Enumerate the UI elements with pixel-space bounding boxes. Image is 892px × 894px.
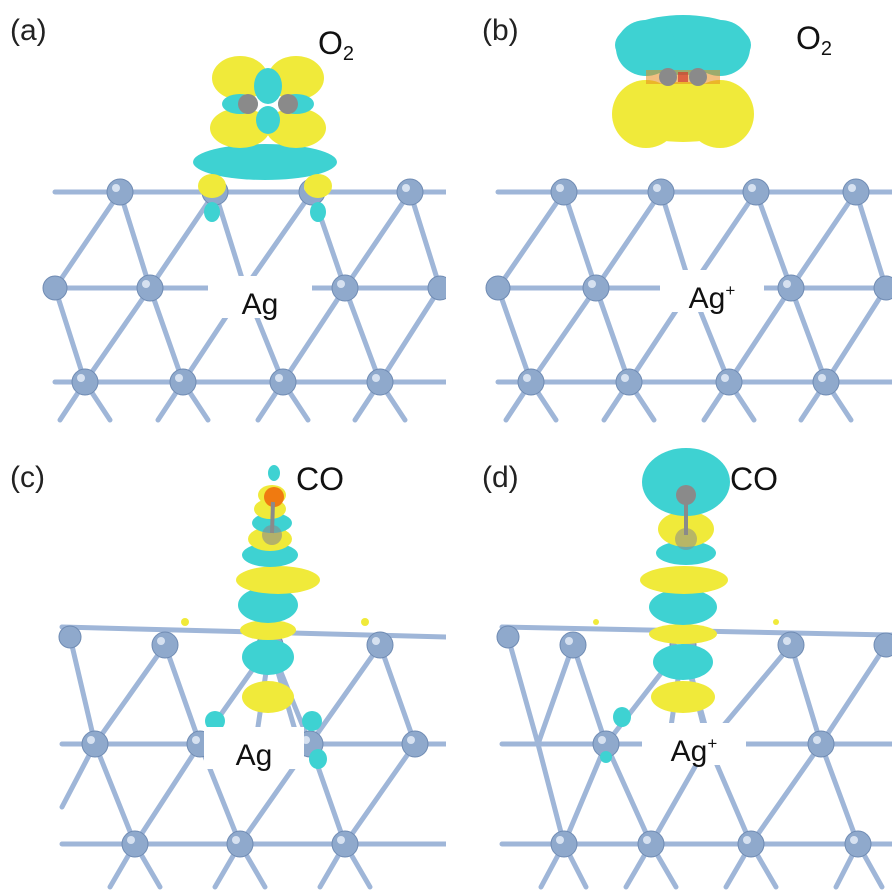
lattice-d — [496, 448, 892, 890]
surface-label: Ag — [208, 276, 312, 321]
panel-label: (d) — [482, 461, 519, 494]
panel-b: (b) O2 Ag+ — [446, 0, 892, 447]
molecule-text: CO — [296, 461, 344, 497]
lattice-a — [42, 56, 446, 423]
molecule-text: CO — [730, 461, 778, 497]
molecule-text: O — [318, 25, 343, 61]
panel-label: (c) — [10, 461, 45, 494]
surface-text: Ag — [235, 739, 273, 772]
surface-label: Ag+ — [642, 723, 746, 768]
lattice-c — [58, 465, 446, 890]
molecule-text: O — [796, 20, 821, 56]
molecule-label: CO — [296, 461, 344, 502]
panel-c: (c) CO Ag — [0, 447, 446, 894]
lattice-b — [485, 15, 892, 423]
co-charge-density-c — [181, 465, 369, 769]
o2-charge-density-a — [193, 56, 337, 222]
panel-d: (d) CO Ag+ — [446, 447, 892, 894]
panel-label: (a) — [10, 14, 47, 47]
molecule-label: O2 — [318, 25, 354, 66]
surface-text: Ag — [670, 735, 708, 768]
panel-a: (a) O2 Ag — [0, 0, 446, 447]
panel-label: (b) — [482, 14, 519, 47]
surface-text: Ag — [241, 288, 279, 321]
molecule-label: O2 — [796, 20, 832, 61]
ag-lattice — [485, 178, 892, 423]
surface-label: Ag — [204, 727, 304, 772]
surface-text: Ag — [688, 282, 726, 315]
o2-charge-density-b — [612, 15, 754, 148]
surface-charge: + — [707, 734, 718, 753]
ag-lattice — [42, 178, 446, 423]
molecule-subscript: 2 — [820, 38, 833, 60]
surface-label: Ag+ — [660, 270, 764, 315]
molecule-subscript: 2 — [342, 43, 355, 65]
molecule-label: CO — [730, 461, 778, 502]
surface-charge: + — [725, 281, 736, 300]
co-charge-density-d — [593, 448, 779, 763]
